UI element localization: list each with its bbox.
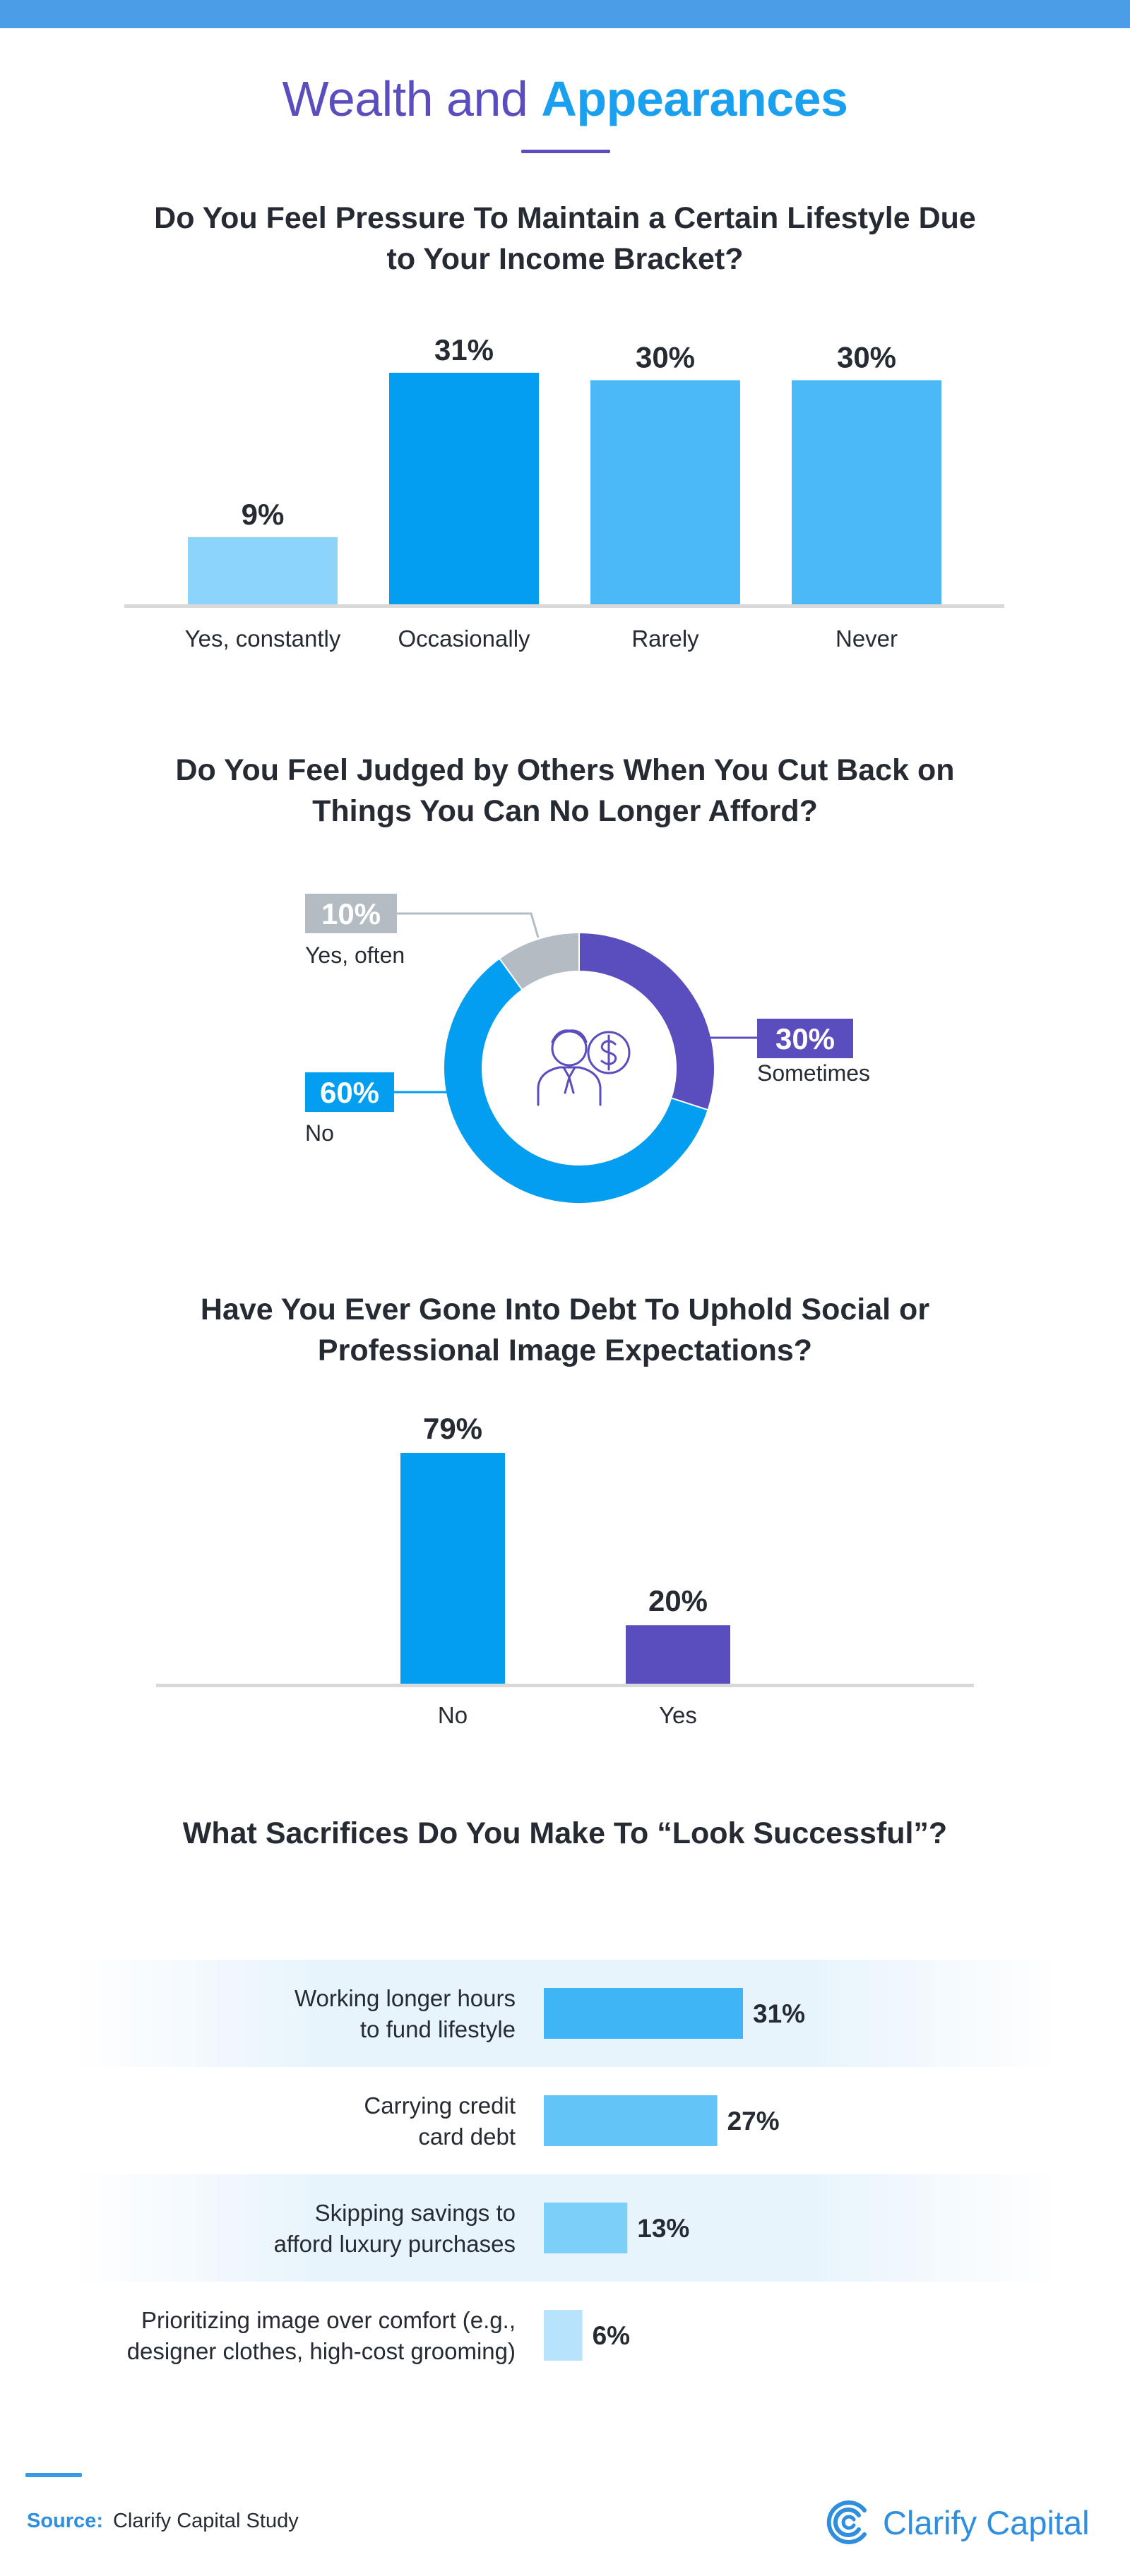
- chart4-category-label-line1: Skipping savings to: [315, 2200, 516, 2226]
- debt-bar-chart: 79% No 20% Yes: [156, 1412, 974, 1728]
- chart1-category-label: Yes, constantly: [185, 625, 341, 652]
- chart4-value-label: 13%: [637, 2214, 689, 2243]
- chart3-bar: [400, 1453, 505, 1684]
- chart4-bar: [544, 2095, 718, 2146]
- chart1-axis: [124, 604, 1004, 608]
- chart4-category-label-line2: card debt: [418, 2123, 516, 2150]
- donut-slice-label: No: [305, 1120, 334, 1146]
- chart1-value-label: 30%: [636, 341, 695, 374]
- top-accent-bar: [0, 0, 1130, 28]
- chart1-bar: [792, 380, 941, 604]
- chart4-value-label: 6%: [593, 2321, 630, 2350]
- chart4-value-label: 31%: [753, 1999, 805, 2028]
- chart3-category-label: Yes: [659, 1702, 697, 1728]
- chart1-bar: [389, 373, 539, 604]
- page-title-part2: Appearances: [541, 71, 848, 126]
- page-title-part1: Wealth and: [282, 71, 528, 126]
- chart3-bar: [626, 1625, 730, 1684]
- source-text: Clarify Capital Study: [112, 2510, 299, 2532]
- footer-rule: [25, 2473, 82, 2477]
- clarify-logo-icon: [826, 2500, 867, 2544]
- chart3-axis: [156, 1684, 974, 1687]
- judged-donut-chart: 30% Sometimes 60% No 10% Yes, often: [305, 894, 870, 1205]
- chart3-title: Have You Ever Gone Into Debt To Uphold S…: [200, 1293, 930, 1367]
- donut-value-label: 10%: [321, 897, 381, 930]
- chart2-title: Do You Feel Judged by Others When You Cu…: [175, 753, 955, 828]
- icon-coin: [587, 1031, 631, 1074]
- brand-name: Clarify Capital: [883, 2504, 1090, 2541]
- brand-logo: Clarify Capital: [825, 2498, 1107, 2547]
- donut-value-label: 60%: [320, 1076, 379, 1109]
- sacrifices-hbar-chart: 31% Working longer hours to fund lifestyle…: [71, 1960, 1059, 2364]
- chart1-title: Do You Feel Pressure To Maintain a Certa…: [154, 201, 976, 276]
- chart3-value-label: 20%: [648, 1584, 708, 1617]
- chart1-value-label: 30%: [837, 341, 896, 374]
- chart4-category-label-line2: designer clothes, high-cost grooming): [127, 2338, 516, 2364]
- chart1-category-label: Never: [835, 625, 898, 652]
- icon-dollar: [600, 1034, 617, 1071]
- chart1-value-label: 9%: [242, 498, 285, 531]
- donut-value-label: 30%: [775, 1022, 835, 1055]
- donut-value-badge: [305, 1072, 394, 1112]
- chart4-category-label-line1: Prioritizing image over comfort (e.g.,: [141, 2307, 516, 2333]
- chart1-bar: [188, 537, 338, 604]
- chart4-bar: [544, 2203, 628, 2253]
- chart1-category-label: Rarely: [631, 625, 699, 652]
- chart4-value-label: 27%: [727, 2107, 780, 2135]
- chart4-bar: [544, 1988, 743, 2039]
- source-note: Source: Clarify Capital Study: [27, 2508, 299, 2534]
- chart1-category-label: Occasionally: [398, 625, 530, 652]
- icon-tie: [562, 1066, 576, 1094]
- donut-slice-label: Yes, often: [305, 942, 405, 968]
- donut-slice: [498, 931, 580, 991]
- donut-value-badge: [757, 1019, 853, 1058]
- chart1-value-label: 31%: [434, 333, 494, 366]
- pressure-bar-chart: 9% Yes, constantly 31% Occasionally 30% Rarel…: [124, 333, 1004, 652]
- chart1-bar: [590, 380, 740, 604]
- chart4-category-label-line1: Carrying credit: [364, 2092, 516, 2119]
- donut-leader-line: [397, 912, 540, 938]
- page-title: Wealth and Appearances: [0, 69, 1130, 128]
- chart4-category-label-line1: Working longer hours: [295, 1985, 516, 2011]
- chart3-value-label: 79%: [423, 1412, 482, 1445]
- chart3-category-label: No: [438, 1702, 468, 1728]
- donut-value-badge: [305, 894, 397, 933]
- chart4-title: What Sacrifices Do You Make To “Look Suc…: [182, 1816, 948, 1850]
- chart4-category-label-line2: to fund lifestyle: [360, 2016, 516, 2042]
- donut-slice: [443, 957, 709, 1205]
- title-underline: [521, 150, 610, 153]
- chart4-bar: [544, 2310, 583, 2361]
- icon-body: [537, 1066, 602, 1106]
- source-label: Source:: [27, 2510, 103, 2532]
- chart4-category-label-line2: afford luxury purchases: [274, 2231, 516, 2257]
- donut-slice-label: Sometimes: [757, 1060, 870, 1086]
- businessperson-icon: [537, 1029, 631, 1106]
- donut-slice: [578, 931, 715, 1111]
- icon-hair: [551, 1029, 588, 1043]
